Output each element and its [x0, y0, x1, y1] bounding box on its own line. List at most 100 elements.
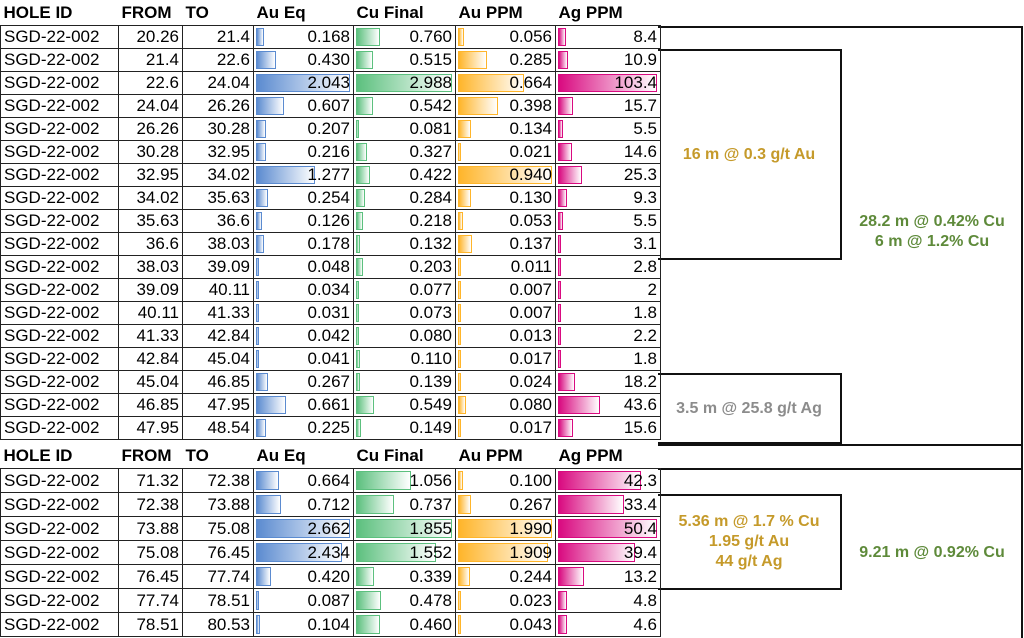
value-hole-id: SGD-22-002	[4, 590, 100, 610]
value-au-eq: 2.043	[307, 73, 350, 92]
data-bar-au-ppm	[458, 519, 552, 538]
cell-from: 21.4	[118, 48, 183, 72]
value-to: 24.04	[207, 73, 250, 92]
cell-to: 39.09	[182, 255, 254, 279]
value-au-eq: 0.661	[307, 395, 350, 414]
data-bar-au-ppm	[458, 74, 525, 92]
cell-ag-ppm: 3.1	[555, 232, 661, 256]
value-ag-ppm: 13.2	[623, 566, 657, 586]
value-au-ppm: 0.285	[509, 50, 552, 69]
data-bar-au-eq	[256, 74, 350, 92]
value-hole-id: SGD-22-002	[4, 96, 100, 115]
data-bar-cu-final	[356, 212, 363, 230]
value-from: 77.74	[136, 590, 179, 610]
cell-cu-final: 0.149	[353, 416, 456, 440]
value-to: 39.09	[207, 257, 250, 276]
data-bar-au-eq	[256, 212, 262, 230]
data-bar-cu-final	[356, 567, 374, 586]
value-cu-final: 0.203	[409, 257, 452, 276]
value-au-eq: 0.712	[307, 494, 350, 514]
value-cu-final: 0.760	[409, 27, 452, 46]
cell-hole-id: SGD-22-002	[0, 588, 119, 613]
data-bar-au-ppm	[458, 51, 487, 69]
data-bar-cu-final	[356, 74, 452, 92]
data-bar-ag-ppm	[558, 304, 561, 322]
data-bar-au-ppm	[458, 189, 471, 207]
cell-au-eq: 0.420	[253, 564, 354, 589]
value-hole-id: SGD-22-002	[4, 614, 100, 634]
value-hole-id: SGD-22-002	[4, 257, 100, 276]
value-ag-ppm: 15.7	[623, 96, 657, 115]
cell-au-ppm: 0.007	[455, 278, 556, 302]
value-ag-ppm: 15.6	[623, 418, 657, 437]
cell-from: 46.85	[118, 393, 183, 417]
cell-to: 75.08	[182, 516, 254, 541]
value-cu-final: 0.081	[409, 119, 452, 138]
value-hole-id: SGD-22-002	[4, 119, 100, 138]
value-cu-final: 0.139	[409, 372, 452, 391]
cell-from: 73.88	[118, 516, 183, 541]
data-bar-ag-ppm	[558, 28, 567, 46]
cell-au-eq: 0.216	[253, 140, 354, 164]
cell-au-eq: 2.043	[253, 71, 354, 95]
value-ag-ppm: 25.3	[623, 165, 657, 184]
cell-au-ppm: 0.244	[455, 564, 556, 589]
cu-9-21m-text: 9.21 m @ 0.92% Cu	[859, 544, 1005, 561]
value-cu-final: 0.110	[410, 349, 452, 368]
cell-ag-ppm: 1.8	[555, 301, 661, 325]
table-row: SGD-22-002 45.04 46.85 0.267 0.139 0.024 18.2	[0, 370, 661, 394]
value-ag-ppm: 4.6	[633, 614, 657, 634]
cell-cu-final: 0.081	[353, 117, 456, 141]
cell-to: 26.26	[182, 94, 254, 118]
value-au-eq: 0.168	[307, 27, 350, 46]
table-row: SGD-22-002 34.02 35.63 0.254 0.284 0.130 9.3	[0, 186, 661, 210]
cell-hole-id: SGD-22-002	[0, 163, 119, 187]
cell-au-ppm: 0.056	[455, 25, 556, 49]
data-bar-au-eq	[256, 615, 260, 634]
value-cu-final: 0.549	[409, 395, 452, 414]
cell-au-ppm: 0.100	[455, 468, 556, 493]
table-row: SGD-22-002 76.45 77.74 0.420 0.339 0.244 13.2	[0, 564, 661, 589]
table-row: SGD-22-002 78.51 80.53 0.104 0.460 0.043 4.6	[0, 612, 661, 637]
value-cu-final: 1.552	[409, 542, 452, 562]
value-hole-id: SGD-22-002	[4, 303, 100, 322]
column-header-au-eq: Au Eq	[256, 2, 306, 22]
cell-to: 76.45	[182, 540, 254, 565]
cell-cu-final: 0.080	[353, 324, 456, 348]
value-cu-final: 0.077	[409, 280, 452, 299]
cell-hole-id: SGD-22-002	[0, 301, 119, 325]
data-bar-cu-final	[356, 591, 381, 610]
table-row: SGD-22-002 77.74 78.51 0.087 0.478 0.023 4.8	[0, 588, 661, 613]
value-to: 41.33	[207, 303, 250, 322]
cell-to: 21.4	[182, 25, 254, 49]
value-from: 39.09	[136, 280, 179, 299]
cell-hole-id: SGD-22-002	[0, 468, 119, 493]
data-bar-au-ppm	[458, 258, 461, 276]
cell-to: 46.85	[182, 370, 254, 394]
value-au-eq: 0.254	[307, 188, 350, 207]
value-au-eq: 0.104	[307, 614, 350, 634]
data-bar-au-eq	[256, 235, 265, 253]
cell-ag-ppm: 103.4	[555, 71, 661, 95]
column-header-to: TO	[185, 2, 209, 22]
value-au-ppm: 0.053	[509, 211, 552, 230]
cell-ag-ppm: 33.4	[555, 492, 661, 517]
value-au-eq: 0.420	[307, 566, 350, 586]
value-au-eq: 0.087	[307, 590, 350, 610]
cell-from: 24.04	[118, 94, 183, 118]
data-bar-au-eq	[256, 97, 284, 115]
value-au-ppm: 0.021	[509, 142, 552, 161]
cell-from: 32.95	[118, 163, 183, 187]
cell-au-eq: 0.178	[253, 232, 354, 256]
value-au-ppm: 0.023	[509, 590, 552, 610]
data-bar-au-ppm	[458, 396, 466, 414]
cell-hole-id: SGD-22-002	[0, 186, 119, 210]
cell-ag-ppm: 14.6	[555, 140, 661, 164]
table-row: SGD-22-002 21.4 22.6 0.430 0.515 0.285 10.9	[0, 48, 661, 72]
table-row: SGD-22-002 20.26 21.4 0.168 0.760 0.056 8.4	[0, 25, 661, 49]
cell-cu-final: 0.132	[353, 232, 456, 256]
cell-ag-ppm: 5.5	[555, 117, 661, 141]
cell-cu-final: 0.737	[353, 492, 456, 517]
value-to: 22.6	[216, 50, 250, 69]
cell-hole-id: SGD-22-002	[0, 255, 119, 279]
